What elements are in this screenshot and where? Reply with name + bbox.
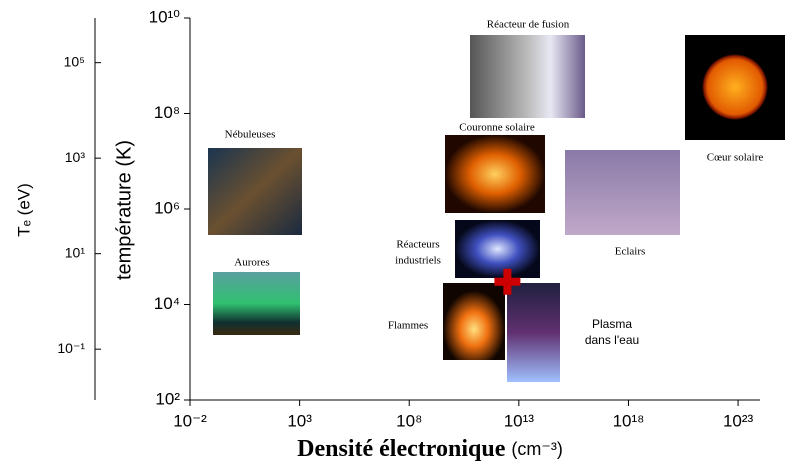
photo — [470, 35, 585, 118]
y2-tick-label: 10³ — [65, 149, 86, 165]
annotation: dans l'eau — [585, 333, 639, 347]
x-tick-label: 10⁻² — [173, 411, 207, 430]
point — [494, 268, 521, 295]
photo — [455, 220, 540, 278]
x-tick-label: 10⁸ — [396, 411, 422, 430]
x-label-text: Densité électronique — [297, 436, 506, 462]
annotation: Réacteur de fusion — [487, 19, 570, 31]
x-tick-label: 10¹⁸ — [613, 411, 645, 430]
x-label: Densité électronique (cm⁻³) — [297, 436, 563, 462]
y-tick-label: 10⁴ — [154, 294, 180, 313]
annotation: Plasma — [592, 317, 632, 331]
photo — [443, 283, 505, 360]
photo — [685, 37, 785, 137]
annotation: Cœur solaire — [707, 152, 764, 164]
y2-tick-label: 10⁵ — [64, 53, 85, 69]
y2-tick-label: 10⁻¹ — [57, 340, 85, 356]
photos — [208, 35, 785, 382]
x-tick-label: 10³ — [287, 411, 312, 430]
annotation: Aurores — [234, 257, 269, 269]
photo — [507, 283, 560, 382]
annotation: Flammes — [388, 320, 428, 332]
x-tick-label: 10¹³ — [504, 411, 535, 430]
annotation: industriels — [395, 255, 441, 267]
y2-label: Tₑ (eV) — [14, 183, 33, 237]
photo — [208, 148, 302, 235]
y-label: température (K) — [113, 140, 135, 280]
photo — [445, 135, 545, 213]
x-tick-label: 10²³ — [723, 411, 754, 430]
photo — [565, 150, 680, 235]
annotation: Couronne solaire — [459, 122, 535, 134]
y-tick-label: 10⁸ — [154, 103, 180, 122]
y-tick-label: 10⁶ — [154, 198, 180, 217]
annotation: Réacteurs — [396, 239, 439, 251]
y-tick-label: 10² — [155, 389, 180, 408]
annotation: Eclairs — [615, 246, 646, 258]
photo — [213, 272, 300, 335]
x-unit: (cm⁻³) — [511, 439, 562, 459]
annotation: Nébuleuses — [225, 129, 276, 141]
y-tick-label: 10¹⁰ — [149, 7, 181, 26]
y2-tick-label: 10¹ — [65, 244, 86, 260]
